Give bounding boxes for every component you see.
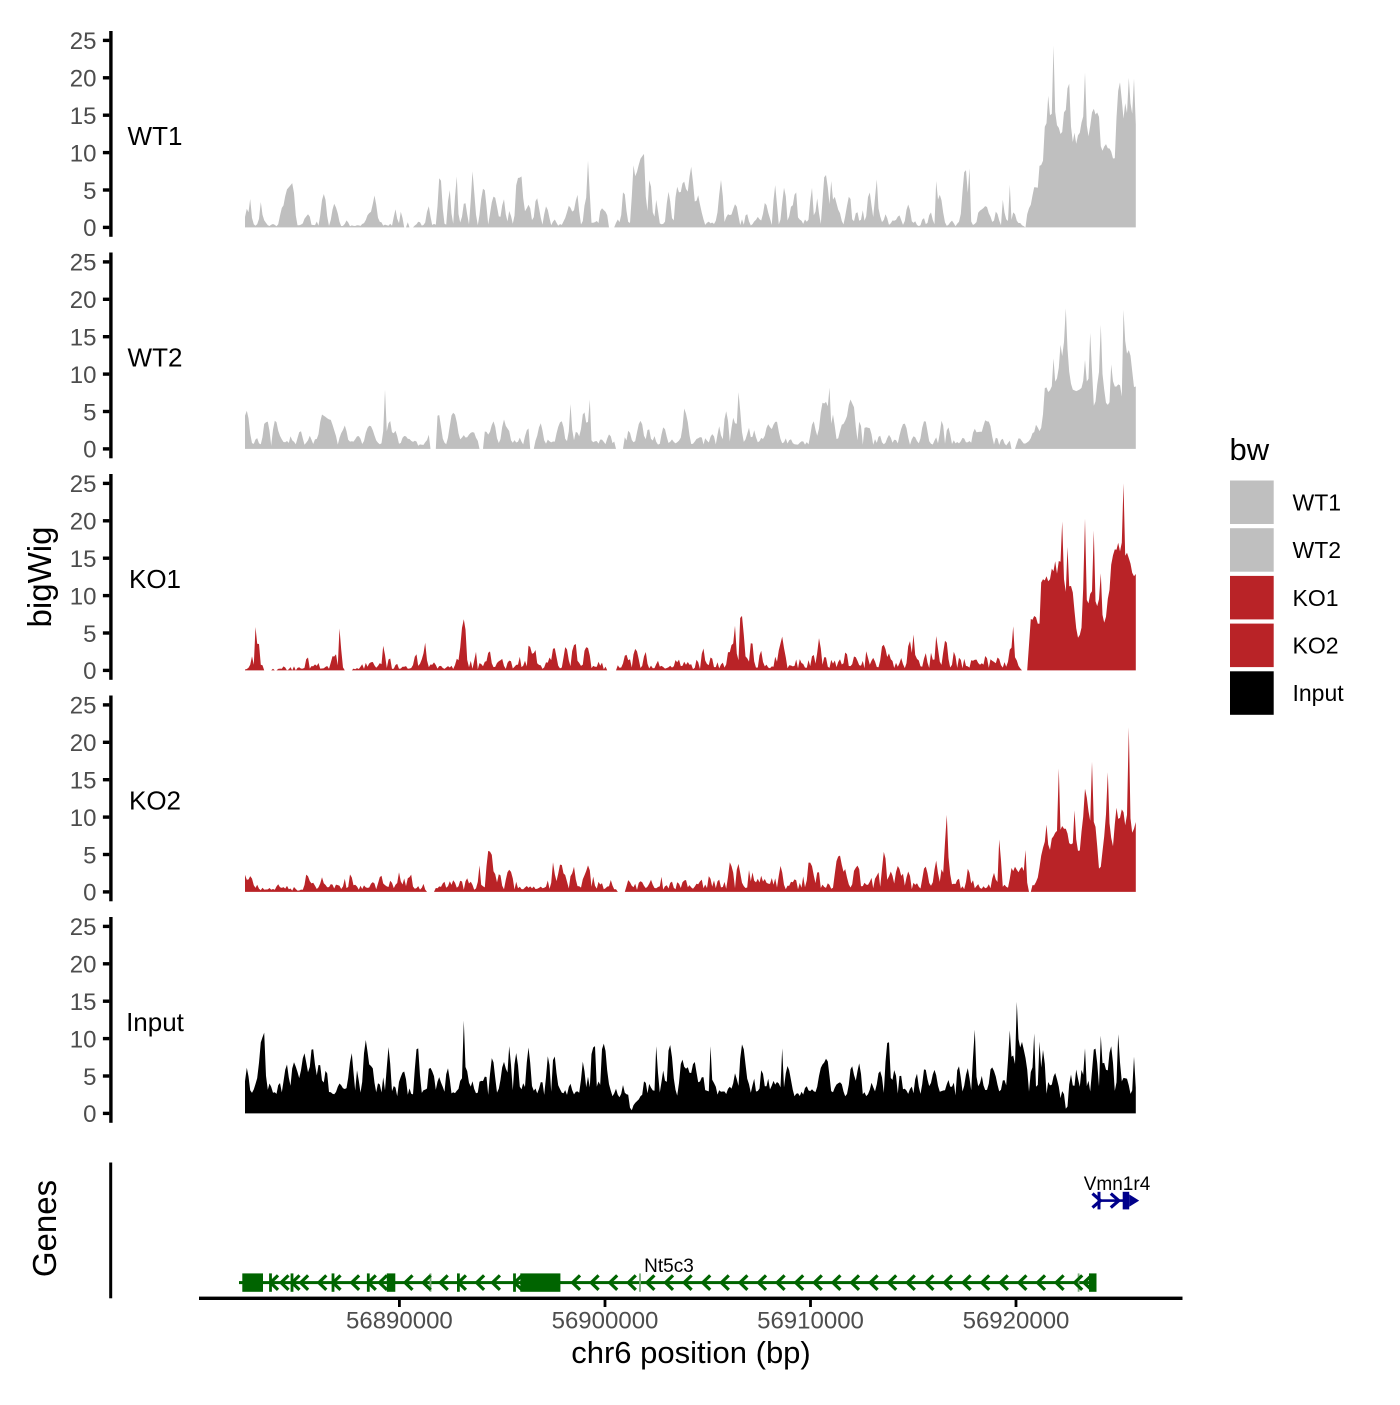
svg-text:15: 15 bbox=[70, 989, 97, 1016]
svg-text:KO2: KO2 bbox=[1293, 633, 1339, 659]
svg-text:15: 15 bbox=[70, 103, 97, 130]
svg-text:20: 20 bbox=[70, 287, 97, 314]
svg-text:Vmn1r4: Vmn1r4 bbox=[1084, 1174, 1151, 1195]
svg-text:WT2: WT2 bbox=[1293, 537, 1342, 563]
svg-text:5: 5 bbox=[83, 178, 96, 205]
svg-text:20: 20 bbox=[70, 509, 97, 536]
svg-text:Input: Input bbox=[126, 1007, 185, 1037]
svg-text:WT1: WT1 bbox=[1293, 489, 1342, 515]
svg-text:56900000: 56900000 bbox=[552, 1308, 659, 1335]
svg-text:25: 25 bbox=[70, 693, 97, 720]
svg-text:KO1: KO1 bbox=[129, 564, 181, 594]
svg-text:15: 15 bbox=[70, 768, 97, 795]
svg-text:Nt5c3: Nt5c3 bbox=[644, 1256, 694, 1277]
svg-text:bw: bw bbox=[1230, 432, 1270, 467]
svg-text:chr6 position (bp): chr6 position (bp) bbox=[571, 1335, 811, 1370]
svg-text:10: 10 bbox=[70, 805, 97, 832]
svg-text:10: 10 bbox=[70, 583, 97, 610]
svg-text:25: 25 bbox=[70, 250, 97, 277]
svg-text:Genes: Genes bbox=[26, 1180, 63, 1277]
svg-text:WT1: WT1 bbox=[128, 121, 183, 151]
svg-text:Input: Input bbox=[1293, 680, 1345, 706]
svg-text:20: 20 bbox=[70, 66, 97, 93]
svg-text:15: 15 bbox=[70, 546, 97, 573]
svg-text:0: 0 bbox=[83, 658, 96, 685]
svg-text:25: 25 bbox=[70, 471, 97, 498]
svg-text:0: 0 bbox=[83, 437, 96, 464]
svg-text:5: 5 bbox=[83, 842, 96, 869]
svg-text:20: 20 bbox=[70, 730, 97, 757]
svg-text:WT2: WT2 bbox=[128, 342, 183, 372]
svg-text:bigWig: bigWig bbox=[21, 527, 58, 628]
svg-text:10: 10 bbox=[70, 362, 97, 389]
svg-text:KO2: KO2 bbox=[129, 785, 181, 815]
svg-text:0: 0 bbox=[83, 880, 96, 907]
svg-text:5: 5 bbox=[83, 621, 96, 648]
svg-text:56910000: 56910000 bbox=[757, 1308, 864, 1335]
svg-text:5: 5 bbox=[83, 399, 96, 426]
svg-text:0: 0 bbox=[83, 1101, 96, 1128]
svg-text:25: 25 bbox=[70, 914, 97, 941]
svg-text:10: 10 bbox=[70, 1026, 97, 1053]
svg-text:10: 10 bbox=[70, 140, 97, 167]
svg-text:5: 5 bbox=[83, 1064, 96, 1091]
svg-text:20: 20 bbox=[70, 952, 97, 979]
svg-text:56920000: 56920000 bbox=[963, 1308, 1070, 1335]
svg-text:15: 15 bbox=[70, 325, 97, 352]
svg-text:0: 0 bbox=[83, 215, 96, 242]
svg-text:56890000: 56890000 bbox=[346, 1308, 453, 1335]
svg-text:KO1: KO1 bbox=[1293, 585, 1339, 611]
svg-text:25: 25 bbox=[70, 28, 97, 55]
